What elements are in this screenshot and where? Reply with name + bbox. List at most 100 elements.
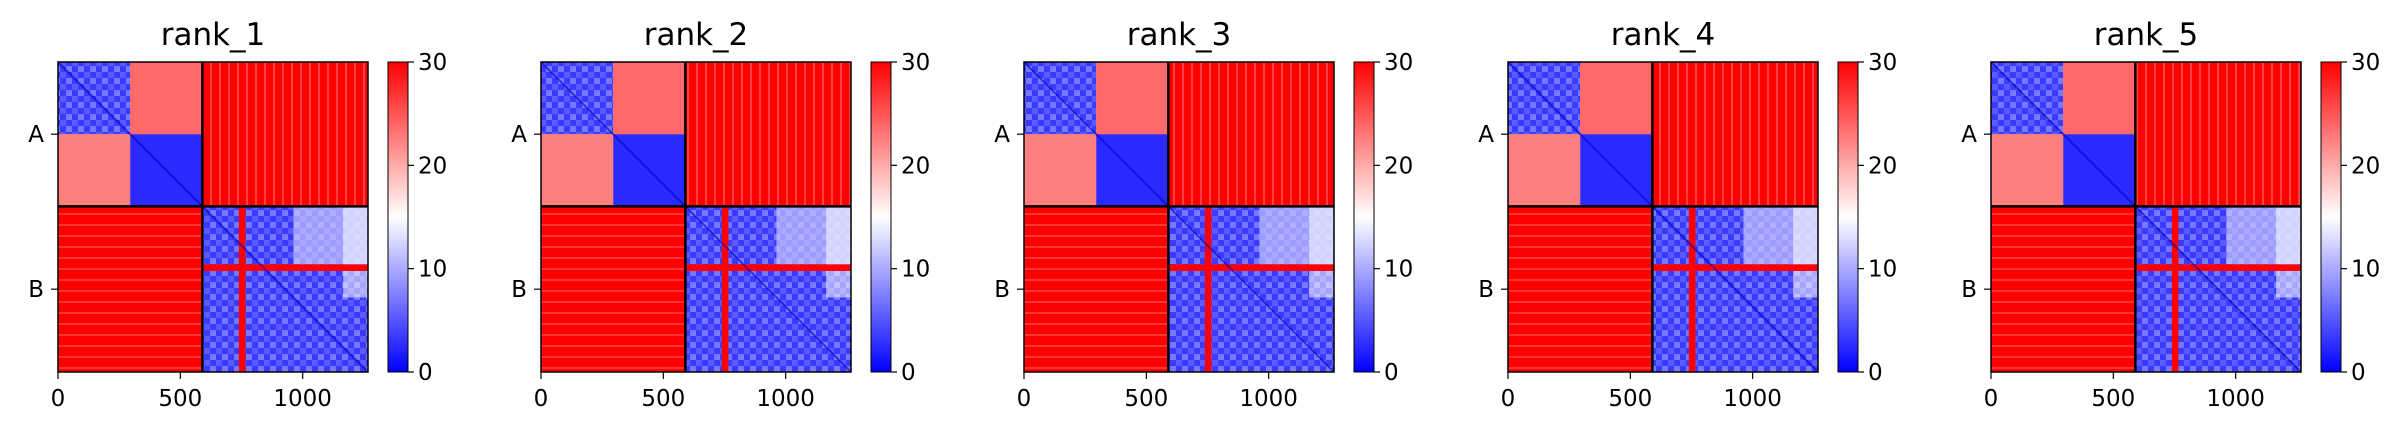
block-B-B-band-v [1688, 206, 1696, 372]
block-B-B-band-v [1204, 206, 1212, 372]
colorbar-tick-label: 10 [1384, 257, 1413, 283]
y-tick-label: B [511, 277, 527, 303]
y-tick-label: A [994, 122, 1010, 148]
block-B-B-band-v [238, 206, 246, 372]
colorbar-tick-label: 10 [1868, 257, 1897, 283]
block-B-B-band-h [1652, 264, 1818, 271]
diagonal [1023, 61, 1335, 373]
block-B-B-band-h [2135, 264, 2301, 271]
colorbar-tick-label: 10 [418, 257, 447, 283]
y-tick-label: B [1478, 277, 1494, 303]
panel-1: rank_1 0 500 1000 A B 0 10 20 30 [28, 17, 447, 412]
colorbar-tick-label: 20 [901, 153, 930, 179]
diagonal [1507, 61, 1819, 373]
x-tick-label: 500 [158, 386, 202, 412]
block-A-A-cross1 [1096, 62, 1169, 135]
colorbar-tick-label: 30 [1868, 50, 1897, 76]
block-B-B-edge [343, 206, 368, 298]
block-B-A [1991, 206, 2136, 372]
block-A-A-cross1 [130, 62, 203, 135]
y-tick-label: B [1961, 277, 1977, 303]
panel-title: rank_5 [2094, 17, 2199, 53]
block-B-A [1508, 206, 1653, 372]
block-A-A-cross1 [2063, 62, 2136, 135]
panel-3: rank_3 0 500 1000 A B 0 10 20 30 [994, 17, 1413, 412]
x-tick-label: 1000 [1723, 386, 1782, 412]
x-tick-label: 500 [2091, 386, 2135, 412]
block-B-B-band-v [721, 206, 729, 372]
axes-frame [1990, 61, 2302, 373]
colorbar-tick-label: 20 [1384, 153, 1413, 179]
colorbar-tick-label: 10 [901, 257, 930, 283]
y-tick-label: A [1961, 122, 1977, 148]
x-tick-label: 500 [1608, 386, 1652, 412]
axes-frame [1507, 61, 1819, 373]
x-tick-label: 500 [1124, 386, 1168, 412]
diagonal [540, 61, 852, 373]
block-B-B-band-h [1168, 264, 1334, 271]
block-A-B [685, 62, 851, 207]
x-tick-label: 0 [534, 386, 549, 412]
axes-frame [1023, 61, 1335, 373]
block-A-B [2135, 62, 2301, 207]
y-tick-label: B [994, 277, 1010, 303]
colorbar-tick-label: 30 [901, 50, 930, 76]
colorbar-tick-label: 20 [1868, 153, 1897, 179]
colorbar-tick-label: 0 [1868, 360, 1883, 386]
panel-5: rank_5 0 500 1000 A B 0 10 20 30 [1961, 17, 2380, 412]
axes-frame [540, 61, 852, 373]
block-A-A-cross2 [541, 134, 614, 207]
block-B-A [1024, 206, 1169, 372]
panel-2: rank_2 0 500 1000 A B 0 10 20 30 [511, 17, 930, 412]
colorbar-tick-label: 0 [1384, 360, 1399, 386]
panel-4: rank_4 0 500 1000 A B 0 10 20 30 [1478, 17, 1897, 412]
panel-title: rank_3 [1127, 17, 1232, 53]
block-B-A [541, 206, 686, 372]
block-A-B [1168, 62, 1334, 207]
block-B-A [58, 206, 203, 372]
panel-title: rank_2 [644, 17, 749, 53]
colorbar-tick-label: 0 [418, 360, 433, 386]
block-A-B [202, 62, 368, 207]
colorbar-tick-label: 30 [1384, 50, 1413, 76]
x-tick-label: 1000 [2206, 386, 2265, 412]
x-tick-label: 1000 [756, 386, 815, 412]
block-A-A-cross1 [613, 62, 686, 135]
colorbar-tick-label: 30 [2351, 50, 2380, 76]
axes-frame [57, 61, 369, 373]
block-A-A-cross2 [1024, 134, 1097, 207]
colorbar-tick-label: 10 [2351, 257, 2380, 283]
block-B-B-band-v [2171, 206, 2179, 372]
block-B-B-edge [1793, 206, 1818, 298]
colorbar-tick-label: 0 [2351, 360, 2366, 386]
colorbar-tick-label: 20 [418, 153, 447, 179]
x-tick-label: 0 [1501, 386, 1516, 412]
y-tick-label: B [28, 277, 44, 303]
x-tick-label: 1000 [273, 386, 332, 412]
block-B-B-band-h [685, 264, 851, 271]
diagonal [57, 61, 369, 373]
x-tick-label: 0 [1984, 386, 1999, 412]
panel-title: rank_4 [1611, 17, 1716, 53]
colorbar [387, 61, 409, 373]
block-A-A-cross2 [1991, 134, 2064, 207]
block-B-B-edge [1309, 206, 1334, 298]
block-A-B [1652, 62, 1818, 207]
block-B-B-edge [826, 206, 851, 298]
x-tick-label: 500 [641, 386, 685, 412]
x-tick-label: 1000 [1239, 386, 1298, 412]
colorbar [2320, 61, 2342, 373]
colorbar-tick-label: 30 [418, 50, 447, 76]
y-tick-label: A [511, 122, 527, 148]
colorbar-tick-label: 20 [2351, 153, 2380, 179]
y-tick-label: A [28, 122, 44, 148]
colorbar [1837, 61, 1859, 373]
panel-title: rank_1 [161, 17, 266, 53]
block-A-A-cross2 [58, 134, 131, 207]
x-tick-label: 0 [1017, 386, 1032, 412]
colorbar-tick-label: 0 [901, 360, 916, 386]
x-tick-label: 0 [51, 386, 66, 412]
block-A-A-cross1 [1580, 62, 1653, 135]
